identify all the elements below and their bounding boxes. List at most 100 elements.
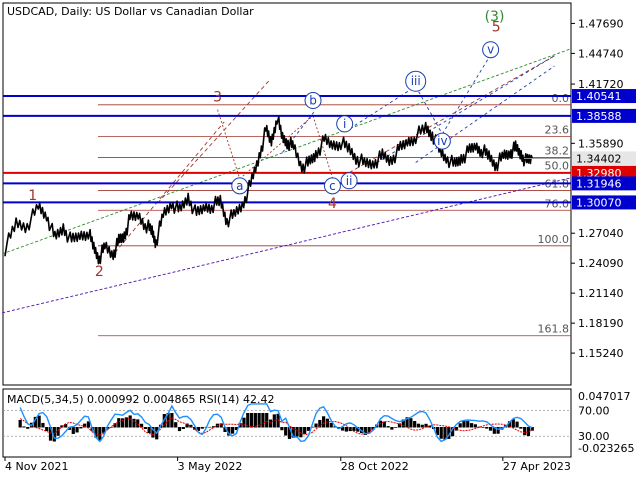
macd-histogram-bar xyxy=(352,427,356,431)
macd-histogram-bar xyxy=(397,423,402,428)
wave-label-circle xyxy=(323,177,341,195)
wave-label-circle xyxy=(340,172,358,190)
macd-histogram-bar xyxy=(363,427,367,435)
price-level-tag xyxy=(572,176,636,191)
fib-level-label: 161.8 xyxy=(538,323,570,336)
wave-label-(3): (3) xyxy=(485,9,505,25)
macd-histogram-bar xyxy=(79,427,83,429)
fib-level-label: 76.0 xyxy=(545,197,570,210)
macd-histogram-bar xyxy=(485,427,489,429)
macd-histogram-bar xyxy=(174,422,178,428)
macd-histogram-bar xyxy=(424,423,428,428)
macd-histogram-bar xyxy=(268,419,273,428)
price-level-tag-label: 1.38588 xyxy=(576,110,622,123)
macd-histogram-bar xyxy=(280,427,284,431)
price-level-tag-label: 1.40541 xyxy=(576,90,622,103)
macd-histogram-bar xyxy=(287,427,292,439)
price-axis: 1.47690 1.44740 1.41720 1.35890 1.27040 1.240… xyxy=(523,17,636,360)
macd-histogram-bar xyxy=(113,423,117,428)
macd-histogram-bar xyxy=(413,420,417,428)
red-channel-line xyxy=(348,55,555,174)
macd-histogram-bar xyxy=(526,427,531,437)
macd-histogram-bar xyxy=(322,416,326,428)
macd-histogram-bar xyxy=(261,413,265,428)
macd-histogram-bar xyxy=(530,427,534,431)
fib-level-label: 100.0 xyxy=(538,233,570,246)
wave-label-circle xyxy=(231,177,249,195)
macd-histogram-bar xyxy=(303,427,307,434)
trendline-layer xyxy=(2,48,572,314)
macd-histogram-bar xyxy=(257,413,261,428)
price-tick-label: 1.21140 xyxy=(578,287,624,300)
price-tick-label: 1.44740 xyxy=(578,47,624,60)
wave-label-5: 5 xyxy=(492,19,501,35)
macd-histogram-bar xyxy=(299,427,303,438)
macd-histogram-bar xyxy=(139,423,144,428)
macd-histogram-bar xyxy=(443,427,447,440)
blue-channel-line xyxy=(376,55,555,163)
macd-histogram-bar xyxy=(469,423,474,428)
wave-path-line xyxy=(217,109,241,179)
macd-histogram-bar xyxy=(109,427,113,428)
time-tick-label: 28 Oct 2022 xyxy=(341,460,409,473)
wave-label-circle xyxy=(433,132,451,150)
wave-label-b: b xyxy=(309,94,317,108)
price-level-tag xyxy=(572,108,636,123)
macd-histogram-bar xyxy=(447,427,451,439)
macd-histogram-bar xyxy=(318,419,322,428)
time-tick-label: 27 Apr 2023 xyxy=(503,460,571,473)
macd-histogram-bar xyxy=(86,421,91,428)
wave-label-c: c xyxy=(329,179,336,193)
macd-histogram-bar xyxy=(458,423,462,428)
wave-label-ii: ii xyxy=(346,174,353,188)
chart-title: USDCAD, Daily: US Dollar vs Canadian Dol… xyxy=(7,5,254,18)
macd-histogram-bar xyxy=(75,427,79,433)
macd-histogram-bar xyxy=(147,427,151,434)
blue-channel-line xyxy=(415,65,555,163)
macd-histogram-bar xyxy=(462,420,466,428)
macd-histogram-bar xyxy=(367,427,371,434)
macd-histogram-bar xyxy=(219,423,223,428)
macd-histogram-bar xyxy=(488,427,493,431)
price-level-tag xyxy=(572,195,636,210)
macd-histogram-bar xyxy=(56,427,60,436)
price-level-tag xyxy=(572,165,636,180)
fib-level-label: 38.2 xyxy=(545,144,570,157)
macd-histogram-bar xyxy=(390,427,394,430)
macd-histogram-bar xyxy=(284,427,288,436)
macd-histogram-bar xyxy=(249,413,254,428)
macd-histogram-bar xyxy=(120,418,125,428)
price-tick-label: 1.35890 xyxy=(578,137,624,150)
macd-histogram-bar xyxy=(344,427,348,432)
macd-histogram-bar xyxy=(405,417,409,428)
macd-histogram-bar xyxy=(189,424,193,428)
wave-label-circle xyxy=(405,70,427,92)
macd-histogram-bar xyxy=(227,427,231,436)
wave-label-2: 2 xyxy=(95,264,104,280)
rsi-line xyxy=(19,403,533,443)
macd-histogram-bar xyxy=(420,424,424,428)
macd-histogram-bar xyxy=(348,427,352,432)
time-axis: 4 Nov 2021 3 May 2022 28 Oct 2022 27 Apr 20… xyxy=(4,457,571,473)
macd-histogram-bar xyxy=(22,426,26,428)
fib-level-label: 50.0 xyxy=(545,160,570,173)
fib-level-label: 0.0 xyxy=(552,92,570,105)
macd-histogram-bar xyxy=(83,423,87,428)
wave-label-circle xyxy=(304,92,322,110)
macd-histogram-bar xyxy=(401,419,405,428)
macd-histogram-bar xyxy=(196,427,201,431)
macd-histogram-bar xyxy=(276,413,280,428)
macd-histogram-bar xyxy=(200,427,204,429)
price-tick-label: 1.41720 xyxy=(578,78,624,91)
price-layer xyxy=(4,115,534,265)
macd-histogram-bar xyxy=(45,427,49,432)
current-price-label: 1.34402 xyxy=(576,152,622,165)
macd-histogram-bar xyxy=(272,414,276,428)
horizontal-levels-layer xyxy=(3,95,571,204)
macd-histogram-bar xyxy=(102,427,106,433)
wave-3-channel-line xyxy=(2,48,572,255)
macd-histogram-bar xyxy=(52,427,56,442)
macd-histogram-bar xyxy=(340,427,345,431)
